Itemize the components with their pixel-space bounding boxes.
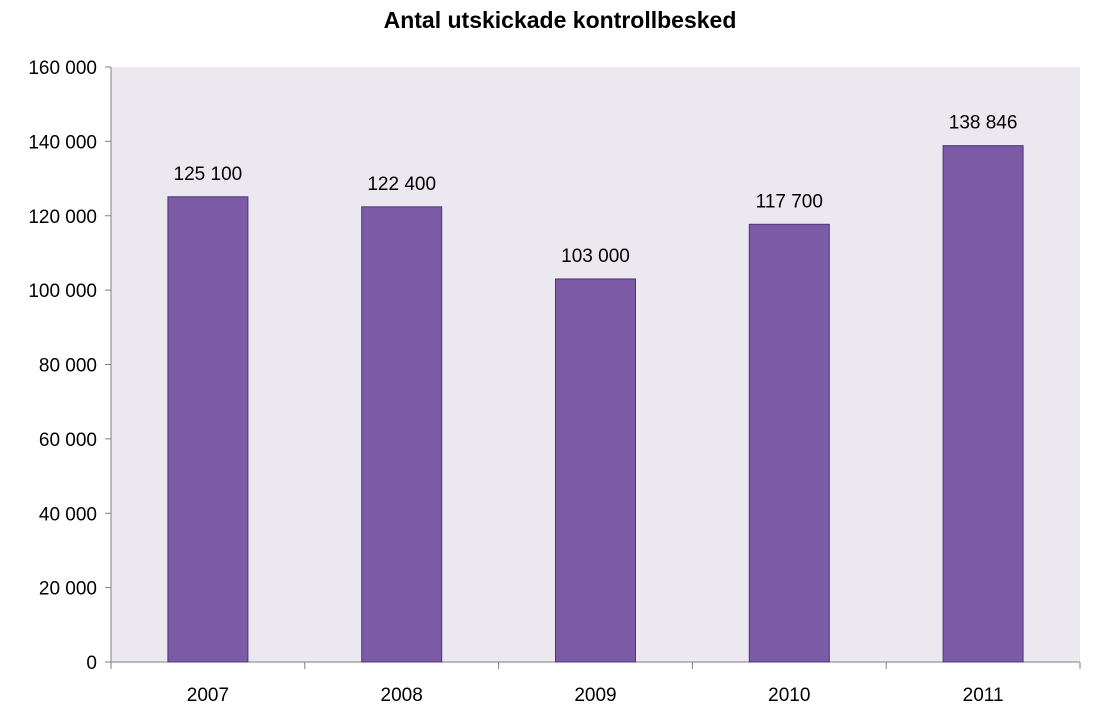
data-label-2011: 138 846 [949, 113, 1018, 134]
x-tick-label-2008: 2008 [381, 685, 423, 706]
data-label-2010: 117 700 [756, 191, 823, 212]
y-tick-label: 20 000 [39, 579, 97, 600]
y-tick-label: 140 000 [28, 132, 97, 153]
bar-2011 [942, 145, 1024, 663]
y-tick-label: 40 000 [39, 504, 97, 525]
bar-2007 [167, 196, 249, 663]
x-tick-label-2007: 2007 [187, 685, 229, 706]
plot-area: 0 20 000 40 000 60 000 80 000 100 000 120 000 1… [28, 58, 1081, 706]
y-tick-label: 160 000 [28, 58, 97, 79]
y-tick-label: 60 000 [39, 430, 97, 451]
data-label-2009: 103 000 [561, 246, 630, 267]
x-tick-label-2011: 2011 [963, 685, 1004, 706]
bar-2009 [555, 278, 636, 663]
y-tick-label: 0 [86, 653, 97, 674]
y-tick-label: 80 000 [39, 356, 97, 377]
bar-2010 [748, 223, 830, 663]
y-tick-label: 120 000 [28, 207, 97, 228]
x-tick-label-2009: 2009 [574, 685, 616, 706]
y-tick-label: 100 000 [28, 281, 97, 302]
data-label-2008: 122 400 [367, 174, 436, 195]
x-tick-label-2010: 2010 [768, 685, 810, 706]
data-label-2007: 125 100 [174, 164, 243, 185]
bar-2008 [361, 206, 443, 663]
chart-title: Antal utskickade kontrollbesked [384, 7, 737, 33]
